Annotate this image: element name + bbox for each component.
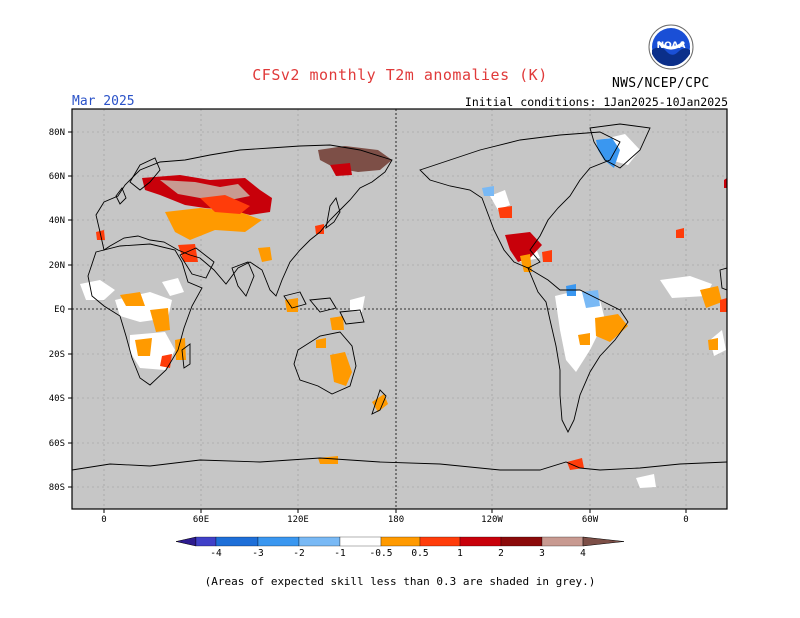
longitude-axis: 0 60E 120E 180 120W 60W 0	[101, 515, 688, 525]
lon-label-0: 0	[101, 515, 106, 525]
colorbar-segment	[500, 536, 543, 547]
lat-label-40s: 40S	[49, 394, 65, 404]
lat-label-60s: 60S	[49, 439, 65, 449]
logo-text: NOAA	[657, 41, 686, 51]
colorbar-label: 2	[498, 548, 504, 559]
noaa-logo: NOAA	[648, 24, 694, 70]
colorbar-label: -0.5	[370, 548, 393, 559]
lat-label-20s: 20S	[49, 350, 65, 360]
lat-label-80n: 80N	[49, 128, 65, 138]
lat-label-eq: EQ	[54, 305, 65, 315]
colorbar-segment	[459, 536, 502, 547]
lat-label-80s: 80S	[49, 483, 65, 493]
lat-label-20n: 20N	[49, 261, 65, 271]
lat-label-60n: 60N	[49, 172, 65, 182]
colorbar-segment	[298, 536, 341, 547]
lon-label-60e: 60E	[193, 515, 209, 525]
colorbar	[175, 536, 625, 547]
colorbar-label: -2	[293, 548, 304, 559]
lon-label-120w: 120W	[481, 515, 503, 525]
colorbar-label: -1	[334, 548, 346, 559]
colorbar-labels: -4 -3 -2 -1 -0.5 0.5 1 2 3 4	[210, 548, 586, 559]
cool-anomalies	[482, 138, 620, 308]
colorbar-label: 4	[580, 548, 586, 559]
colorbar-segment	[195, 536, 217, 547]
lon-label-60w: 60W	[582, 515, 599, 525]
lon-label-0-right: 0	[683, 515, 688, 525]
warm-anomalies	[96, 138, 727, 470]
colorbar-label: -4	[210, 548, 222, 559]
lon-label-180: 180	[388, 515, 404, 525]
colorbar-segment	[541, 536, 584, 547]
colorbar-segment	[419, 536, 461, 547]
colorbar-label: 0.5	[411, 548, 428, 559]
agency-label: NWS/NCEP/CPC	[612, 76, 710, 91]
colorbar-label: 3	[539, 548, 545, 559]
lat-label-40n: 40N	[49, 216, 65, 226]
map-title: CFSv2 monthly T2m anomalies (K)	[252, 66, 548, 84]
colorbar-arrow-right	[582, 536, 625, 547]
colorbar-arrow-left	[175, 536, 197, 547]
colorbar-segment	[215, 536, 259, 547]
colorbar-segment	[339, 536, 382, 547]
lon-label-120e: 120E	[287, 515, 309, 525]
colorbar-segment	[257, 536, 300, 547]
colorbar-segment	[380, 536, 421, 547]
initial-conditions: Initial conditions: 1Jan2025-10Jan2025	[464, 95, 728, 109]
tick-marks	[68, 131, 687, 513]
colorbar-label: 1	[457, 548, 463, 559]
coastlines	[72, 123, 727, 471]
skill-footnote: (Areas of expected skill less than 0.3 a…	[204, 575, 596, 588]
latitude-axis: 80N 60N 40N 20N EQ 20S 40S 60S 80S	[49, 128, 65, 493]
colorbar-label: -3	[252, 548, 263, 559]
forecast-month: Mar 2025	[72, 94, 135, 109]
